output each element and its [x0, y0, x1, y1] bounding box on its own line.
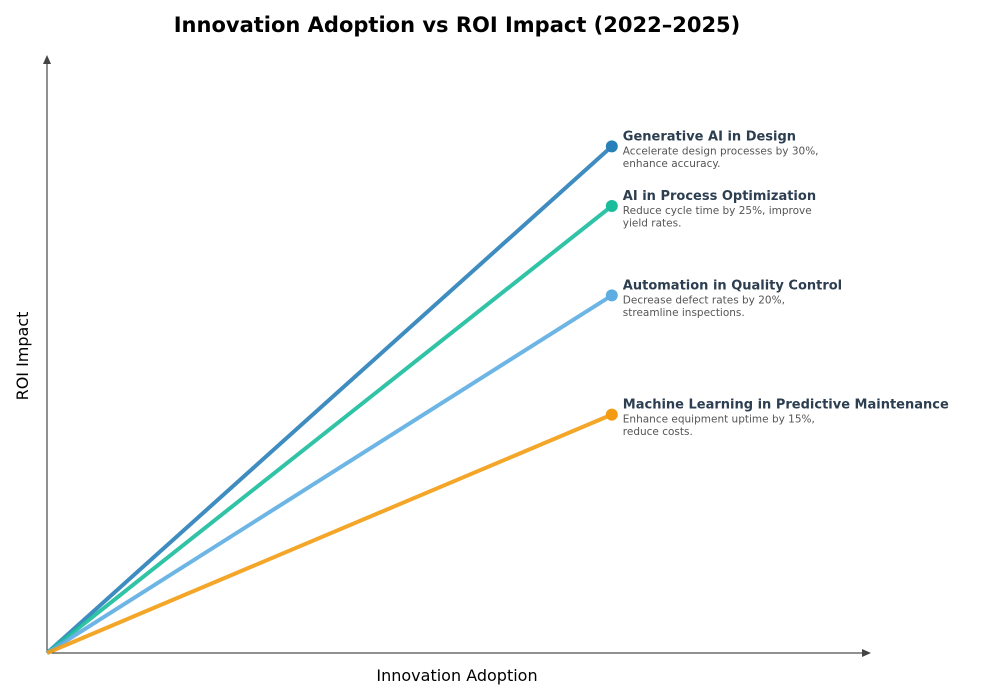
series-description: Accelerate design processes by 30%, — [623, 145, 819, 157]
y-axis-arrow — [43, 55, 51, 64]
series-description: enhance accuracy. — [623, 158, 721, 170]
series-description: Reduce cycle time by 25%, improve — [623, 205, 812, 217]
series-description: reduce costs. — [623, 426, 693, 438]
series-endpoint — [605, 200, 618, 212]
series-endpoint — [605, 140, 618, 153]
series-line — [45, 204, 614, 655]
y-axis-label: ROI Impact — [13, 312, 32, 401]
series-endpoint — [605, 289, 618, 302]
chart-title: Innovation Adoption vs ROI Impact (2022–… — [174, 13, 741, 37]
series-description: streamline inspections. — [623, 307, 745, 319]
series-endpoint — [605, 408, 618, 421]
series-description: Decrease defect rates by 20%, — [623, 294, 785, 306]
series-label: Generative AI in Design — [623, 129, 796, 144]
series-description: Enhance equipment uptime by 15%, — [623, 414, 815, 426]
series-line — [45, 293, 613, 655]
series-line — [45, 144, 614, 655]
x-axis-label: Innovation Adoption — [376, 666, 537, 685]
series-label: Machine Learning in Predictive Maintenan… — [623, 398, 949, 413]
x-axis-arrow — [862, 649, 871, 657]
series-label: Automation in Quality Control — [623, 278, 842, 293]
series-description: yield rates. — [623, 218, 682, 230]
series-label: AI in Process Optimization — [623, 189, 816, 204]
series-line — [46, 412, 613, 655]
